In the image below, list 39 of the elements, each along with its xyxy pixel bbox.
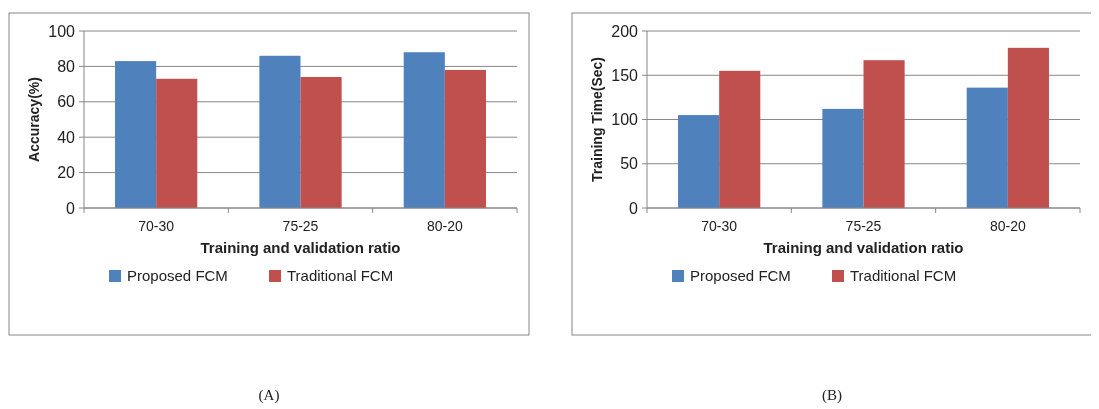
x-axis-title: Training and validation ratio — [200, 239, 401, 256]
y-tick-label: 100 — [611, 111, 639, 129]
y-axis-title: Accuracy(%) — [26, 77, 42, 162]
x-axis-title: Training and validation ratio — [763, 239, 964, 256]
bar — [403, 52, 445, 208]
y-tick-label: 50 — [620, 155, 639, 173]
legend-label: Traditional FCM — [287, 267, 394, 285]
y-tick-label: 80 — [57, 58, 76, 75]
bar — [444, 69, 486, 208]
bar — [300, 77, 342, 208]
x-tick-label: 80-20 — [426, 218, 463, 234]
bar — [822, 108, 864, 208]
x-tick-label: 70-30 — [701, 218, 738, 234]
y-axis-title: Training Time(Sec) — [589, 57, 605, 182]
y-tick-label: 150 — [611, 66, 639, 84]
bar — [156, 78, 198, 208]
legend-label: Traditional FCM — [850, 267, 957, 285]
legend-label: Proposed FCM — [690, 267, 791, 285]
y-tick-label: 60 — [57, 93, 76, 111]
y-tick-label: 20 — [57, 164, 76, 182]
bar — [966, 87, 1008, 208]
x-tick-label: 75-25 — [282, 218, 319, 234]
bar — [1007, 47, 1049, 208]
y-tick-label: 100 — [48, 22, 76, 40]
text: (A) — [258, 387, 280, 404]
x-tick-label: 70-30 — [138, 218, 175, 234]
x-tick-label: 75-25 — [845, 218, 882, 234]
y-tick-label: 0 — [66, 199, 76, 217]
legend-label: Proposed FCM — [127, 267, 228, 285]
bar — [678, 115, 720, 208]
bar — [719, 70, 761, 208]
y-tick-label: 0 — [629, 199, 639, 217]
text: (B) — [822, 387, 842, 404]
bar — [115, 61, 157, 208]
x-tick-label: 80-20 — [989, 218, 1026, 234]
bar — [863, 60, 905, 208]
y-tick-label: 200 — [611, 22, 639, 40]
bar — [259, 55, 301, 208]
y-tick-label: 40 — [57, 128, 76, 146]
